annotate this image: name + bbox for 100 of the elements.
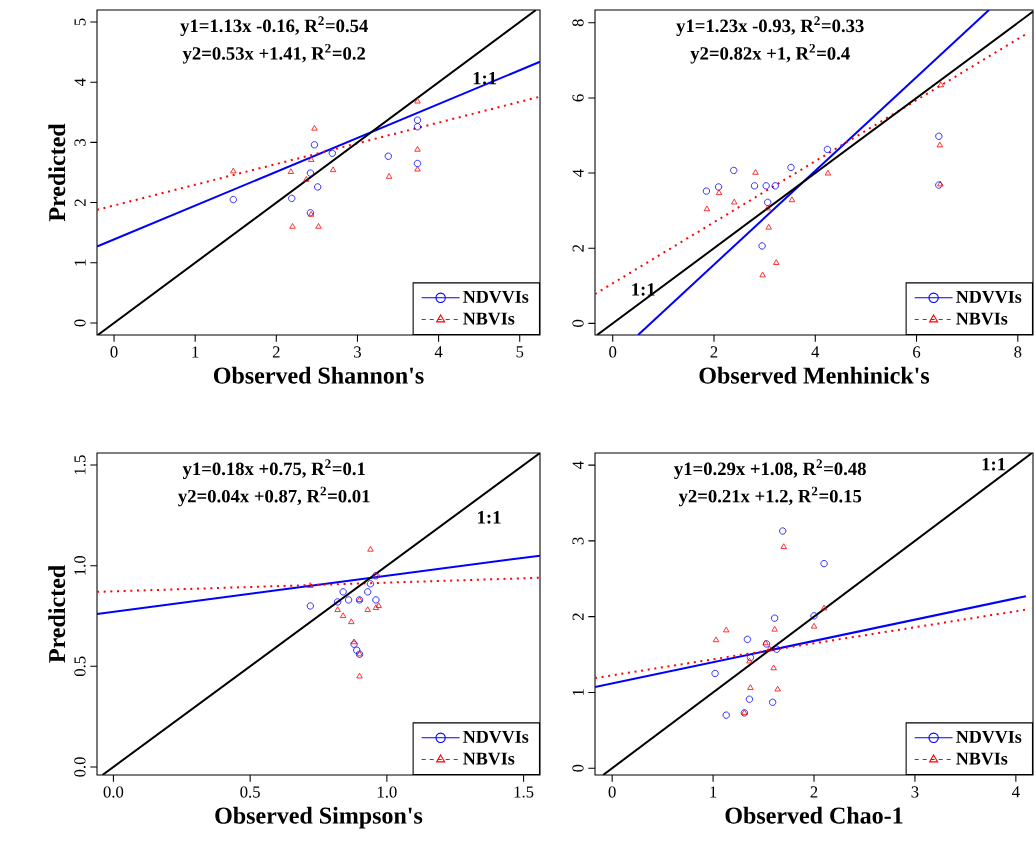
point bbox=[367, 546, 374, 552]
x-tick-label: 3 bbox=[354, 346, 361, 358]
point bbox=[306, 169, 314, 177]
point bbox=[414, 165, 421, 172]
point bbox=[308, 156, 315, 162]
legend-label: NDVVIs bbox=[956, 290, 1022, 303]
annotation: 1:1 bbox=[473, 71, 497, 85]
point bbox=[315, 223, 322, 229]
point bbox=[935, 132, 943, 140]
x-tick-label: 1.0 bbox=[377, 786, 397, 798]
point bbox=[936, 141, 943, 148]
point bbox=[820, 560, 828, 568]
y-tick-label: 4 bbox=[572, 461, 584, 469]
y-tick-label: 4 bbox=[572, 169, 584, 177]
point bbox=[745, 695, 754, 703]
point bbox=[375, 602, 382, 608]
y-tick-label: 3 bbox=[74, 138, 86, 146]
y-tick-label: 0.5 bbox=[74, 656, 86, 677]
point bbox=[750, 182, 759, 190]
point bbox=[810, 612, 818, 620]
point bbox=[366, 580, 375, 588]
annotation: y2=0.53x +1.41, R$^{2}$=0.2 bbox=[182, 43, 366, 64]
point bbox=[730, 166, 738, 175]
point bbox=[759, 271, 766, 278]
y-tick-label: 1 bbox=[572, 689, 584, 696]
y-tick-label: 3 bbox=[572, 537, 584, 545]
x-tick-label: 2 bbox=[272, 346, 280, 358]
annotation: y2=0.21x +1.2, R$^{2}$=0.15 bbox=[678, 486, 862, 507]
point bbox=[824, 169, 832, 176]
legend-label: NBVIs bbox=[463, 312, 515, 325]
annotation: y2=0.82x +1, R$^{2}$=0.4 bbox=[690, 43, 850, 64]
annotation: 1:1 bbox=[478, 511, 501, 524]
annotation: y1=0.18x +0.75, R$^{2}$=0.1 bbox=[182, 459, 365, 479]
point bbox=[385, 173, 393, 179]
y-tick-label: 5 bbox=[74, 18, 86, 26]
point bbox=[414, 146, 421, 152]
annotation: 1:1 bbox=[982, 457, 1006, 471]
x-axis-title: Observed Menhinick's bbox=[699, 366, 930, 384]
point bbox=[820, 604, 828, 611]
x-tick-label: 0.0 bbox=[103, 786, 124, 798]
legend-label: NDVVIs bbox=[463, 730, 529, 743]
point bbox=[384, 152, 392, 160]
y-tick-label: 0 bbox=[74, 319, 86, 327]
point bbox=[746, 657, 753, 664]
x-axis-title: Observed Chao-1 bbox=[725, 806, 903, 824]
point bbox=[773, 259, 780, 265]
point bbox=[731, 198, 738, 205]
point bbox=[823, 145, 832, 153]
x-tick-label: 3 bbox=[911, 786, 919, 798]
point bbox=[311, 124, 318, 131]
point bbox=[413, 159, 422, 168]
point bbox=[746, 653, 755, 662]
y-tick-label: 1.0 bbox=[74, 555, 86, 575]
point bbox=[344, 596, 353, 604]
x-tick-label: 2 bbox=[710, 346, 718, 358]
point bbox=[328, 149, 336, 157]
point bbox=[372, 604, 380, 610]
x-tick-label: 2 bbox=[810, 786, 818, 798]
y-tick-label: 0.0 bbox=[74, 757, 86, 777]
x-tick-label: 0 bbox=[110, 346, 118, 358]
point bbox=[339, 588, 347, 596]
x-tick-label: 6 bbox=[913, 346, 921, 358]
point bbox=[723, 626, 730, 633]
point bbox=[773, 645, 781, 653]
annotation: 1:1 bbox=[632, 283, 655, 296]
point bbox=[758, 242, 766, 250]
point bbox=[765, 223, 772, 230]
point bbox=[752, 169, 759, 175]
x-tick-label: 0 bbox=[608, 786, 616, 798]
point bbox=[769, 698, 777, 706]
point bbox=[413, 123, 422, 131]
point bbox=[289, 223, 296, 229]
x-tick-label: 4 bbox=[434, 346, 443, 358]
point bbox=[364, 588, 372, 596]
x-tick-label: 0 bbox=[609, 346, 617, 358]
y-tick-label: 1 bbox=[74, 259, 86, 266]
point bbox=[771, 182, 779, 190]
x-axis-title: Observed Simpson's bbox=[215, 806, 423, 829]
point bbox=[413, 116, 422, 124]
point bbox=[703, 205, 711, 212]
y-tick-label: 0 bbox=[572, 764, 584, 772]
point bbox=[307, 582, 314, 588]
legend-label: NBVIs bbox=[463, 752, 515, 765]
point bbox=[306, 602, 314, 610]
annotation: y2=0.04x +0.87, R$^{2}$=0.01 bbox=[178, 486, 370, 507]
point bbox=[348, 618, 355, 625]
point bbox=[334, 606, 341, 612]
point bbox=[774, 685, 781, 692]
point bbox=[287, 168, 295, 174]
point bbox=[722, 711, 730, 719]
point bbox=[364, 606, 371, 612]
point bbox=[372, 596, 380, 604]
annotation: y1=1.13x -0.16, R$^{2}$=0.54 bbox=[180, 16, 368, 36]
point bbox=[310, 141, 319, 149]
y-tick-label: 0 bbox=[572, 319, 584, 327]
point bbox=[711, 669, 719, 678]
point bbox=[764, 198, 772, 206]
point bbox=[712, 636, 720, 643]
point bbox=[353, 646, 361, 654]
y-tick-label: 4 bbox=[74, 78, 86, 87]
